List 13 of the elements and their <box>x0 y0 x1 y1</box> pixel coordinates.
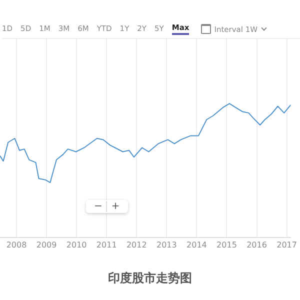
annotation: + <box>106 201 124 212</box>
x-tick-label: 2010 <box>66 240 87 250</box>
x-tick-label: 2008 <box>6 240 27 250</box>
text: 印度股市走势图 <box>107 270 193 287</box>
x-tick-label: 2013 <box>156 240 177 250</box>
x-tick-label: 2014 <box>186 240 207 250</box>
x-tick-label: 2017 <box>276 240 297 250</box>
x-tick-label: 2011 <box>96 240 117 250</box>
x-tick-label: 2015 <box>216 240 237 250</box>
x-tick-label: 2016 <box>246 240 267 250</box>
annotation: − <box>93 201 104 212</box>
x-tick-label: 2012 <box>126 240 147 250</box>
x-tick-label: 2009 <box>36 240 57 250</box>
